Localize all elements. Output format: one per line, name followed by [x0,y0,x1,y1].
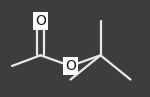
Text: O: O [65,59,76,73]
Text: O: O [35,14,46,28]
